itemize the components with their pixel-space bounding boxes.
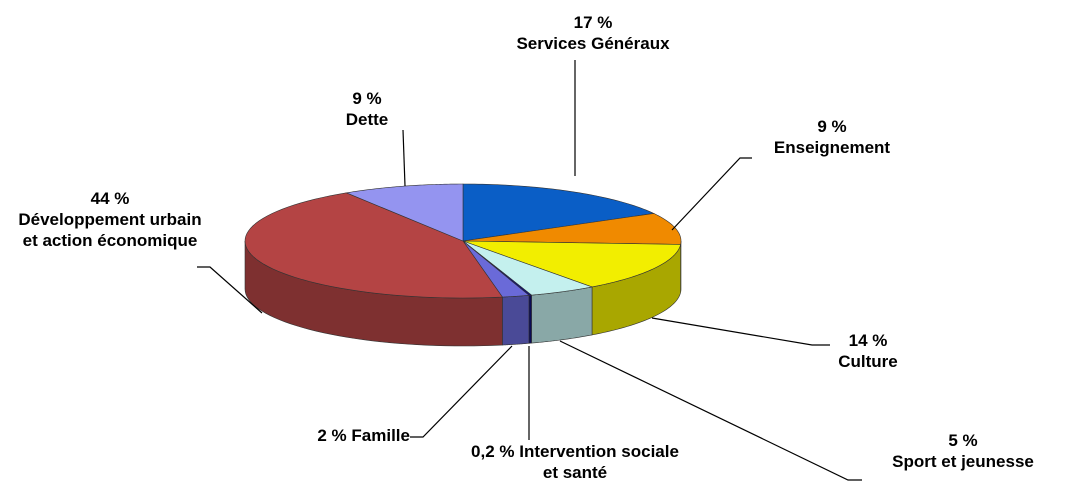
slice-label: 9 % Enseignement: [742, 116, 922, 158]
value-label: 9 %: [817, 117, 847, 136]
value-label: 2 %: [317, 426, 347, 445]
slice: [462, 240, 594, 296]
slice: [462, 240, 530, 298]
category-label: Sport et jeunesse: [892, 452, 1034, 471]
slice-side: [502, 295, 530, 346]
slice: [244, 192, 503, 299]
slice-side: [528, 294, 532, 344]
slice: [462, 213, 682, 245]
slice-label: 9 % Dette: [317, 88, 417, 130]
slice-label: 0,2 % Intervention sociale et santé: [470, 441, 680, 483]
slice-label: 17 % Services Généraux: [493, 12, 693, 54]
value-label: 17 %: [573, 13, 613, 32]
slice: [345, 183, 464, 242]
slice-label: 5 % Sport et jeunesse: [858, 430, 1068, 472]
leader-line: [197, 266, 263, 314]
slice: [462, 240, 681, 288]
value-label: 44 %: [90, 189, 130, 208]
slice-side: [531, 286, 593, 344]
slice-label: 2 % Famille: [250, 425, 410, 446]
value-label: 0,2 %: [471, 442, 515, 461]
leader-line: [559, 340, 862, 481]
slice-label: 44 % Développement urbain et action écono…: [10, 188, 210, 251]
category-label: Développement urbain et action économiqu…: [18, 210, 202, 250]
category-label: Famille: [351, 426, 410, 445]
category-label: Intervention sociale et santé: [519, 442, 679, 482]
value-label: 5 %: [948, 431, 978, 450]
leader-line: [402, 129, 406, 187]
leader-line: [410, 345, 513, 438]
slice: [462, 183, 655, 242]
value-label: 9 %: [352, 89, 382, 108]
category-label: Enseignement: [773, 138, 891, 157]
leader-line: [651, 317, 830, 346]
leader-line: [671, 157, 752, 231]
slice-label: 14 % Culture: [800, 330, 936, 372]
value-label: 14 %: [848, 331, 888, 350]
category-label: Services Généraux: [516, 34, 670, 53]
category-label: Culture: [838, 352, 898, 371]
category-label: Dette: [345, 110, 389, 129]
